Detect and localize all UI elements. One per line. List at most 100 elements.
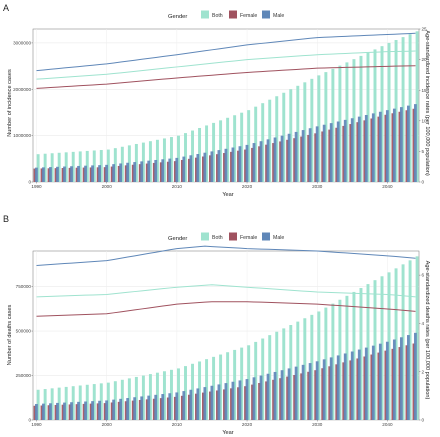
- bar-both-2040: [387, 272, 391, 420]
- panel-a-ylabel-right: Age-standardized incidence rates (per 10…: [424, 30, 430, 176]
- bar-both-2024: [275, 331, 279, 420]
- bar-both-2015: [212, 356, 216, 420]
- panel-b-ytick-left: 750000: [16, 284, 32, 289]
- bar-male-2003: [126, 398, 130, 420]
- panel-a-xtick: 2020: [242, 184, 253, 189]
- bar-both-2015: [212, 122, 216, 182]
- bar-male-2028: [301, 130, 305, 182]
- bar-female-2018: [230, 388, 233, 420]
- line-rate-male: [36, 245, 416, 266]
- bar-male-2043: [407, 335, 410, 420]
- bar-female-2012: [187, 158, 191, 182]
- bar-both-2000: [106, 149, 110, 182]
- bar-both-2014: [205, 359, 209, 420]
- bar-male-2005: [140, 396, 144, 420]
- bar-male-2027: [294, 131, 298, 182]
- bar-female-1998: [89, 167, 93, 182]
- bar-male-1993: [56, 166, 59, 182]
- bar-both-2006: [148, 374, 152, 420]
- bar-both-2008: [162, 138, 166, 182]
- bar-female-2040: [384, 114, 388, 182]
- bar-both-2013: [198, 361, 202, 420]
- bar-male-1990: [35, 167, 38, 182]
- bar-male-2021: [252, 143, 256, 182]
- legend-b-swatch-both: [201, 232, 209, 241]
- bar-female-2004: [131, 164, 135, 182]
- bar-male-2013: [196, 154, 200, 182]
- bar-both-2036: [359, 55, 363, 182]
- line-rate-male: [36, 32, 416, 72]
- bar-female-2006: [145, 163, 149, 182]
- bar-male-2009: [168, 158, 172, 182]
- bar-female-2030: [314, 133, 318, 182]
- line-rate-both: [36, 50, 416, 80]
- bar-both-1995: [71, 151, 75, 182]
- bar-male-2040: [385, 341, 389, 420]
- bar-male-2036: [357, 116, 361, 182]
- bar-male-2023: [266, 139, 270, 182]
- legend-a-swatch-both: [201, 10, 209, 19]
- legend-b-swatch-male: [262, 232, 270, 241]
- bar-male-2042: [399, 107, 403, 182]
- bar-both-1998: [92, 150, 96, 182]
- bar-both-2003: [127, 145, 131, 182]
- panel-b-plot-area: 0 250000 500000 750000 0 2 4 6 1990 2000 2010 2020 2…: [16, 245, 425, 427]
- bar-male-2035: [350, 351, 354, 420]
- bar-both-2035: [352, 291, 356, 420]
- bar-both-2000: [106, 382, 110, 420]
- bar-female-2023: [265, 144, 268, 182]
- bar-female-1999: [96, 403, 100, 420]
- panel-b-xtick: 2020: [242, 422, 253, 427]
- bar-female-2020: [244, 386, 247, 420]
- bar-female-2003: [124, 165, 128, 182]
- bar-both-2032: [331, 303, 335, 420]
- bar-male-2007: [154, 394, 158, 420]
- bar-female-2000: [103, 403, 107, 420]
- bar-female-2027: [293, 138, 297, 182]
- bar-male-2001: [112, 164, 116, 182]
- bar-male-2004: [133, 397, 137, 420]
- bar-male-2001: [112, 399, 116, 420]
- bar-both-2042: [401, 37, 405, 182]
- legend-a-swatch-female: [229, 10, 237, 19]
- bar-female-2025: [279, 141, 282, 182]
- bar-both-1994: [64, 152, 68, 182]
- bar-female-2016: [216, 390, 219, 420]
- bar-male-2000: [105, 400, 109, 420]
- bar-both-2019: [240, 112, 244, 182]
- panel-b-xtick: 1990: [31, 422, 42, 427]
- bar-both-2037: [366, 284, 370, 420]
- panel-a-ytick-left: 3000000: [13, 41, 31, 46]
- bar-male-2031: [322, 359, 326, 420]
- bar-male-1995: [70, 166, 73, 182]
- bar-both-2013: [198, 127, 202, 182]
- bar-male-2026: [287, 133, 291, 182]
- bar-female-2033: [335, 127, 339, 182]
- bar-male-2020: [245, 379, 249, 420]
- legend-b-label-female: Female: [240, 235, 257, 241]
- legend-b-title: Gender: [168, 236, 187, 242]
- bar-female-2004: [131, 400, 135, 420]
- bar-both-2022: [261, 338, 265, 420]
- bar-male-2032: [329, 357, 333, 420]
- bar-both-2041: [394, 40, 398, 183]
- bar-both-2025: [282, 92, 286, 182]
- bar-male-2039: [378, 343, 382, 420]
- bar-male-2036: [357, 349, 361, 420]
- bar-male-1992: [49, 403, 52, 420]
- bar-both-2001: [113, 148, 117, 182]
- bar-male-2009: [168, 393, 172, 420]
- bar-male-1991: [42, 167, 45, 182]
- bar-both-1995: [71, 386, 75, 420]
- bar-male-2034: [343, 353, 347, 420]
- bar-male-2025: [280, 370, 284, 420]
- bar-male-2023: [266, 373, 270, 420]
- bar-male-2044: [414, 104, 417, 182]
- bar-male-2035: [350, 118, 354, 182]
- panel-b-xtick: 2030: [312, 422, 323, 427]
- bar-female-2035: [349, 124, 353, 182]
- bar-both-2026: [289, 325, 293, 420]
- panel-b-ylabel-left: Number of deaths cases: [7, 304, 13, 365]
- bar-male-2016: [217, 150, 221, 182]
- bar-female-2008: [159, 162, 163, 182]
